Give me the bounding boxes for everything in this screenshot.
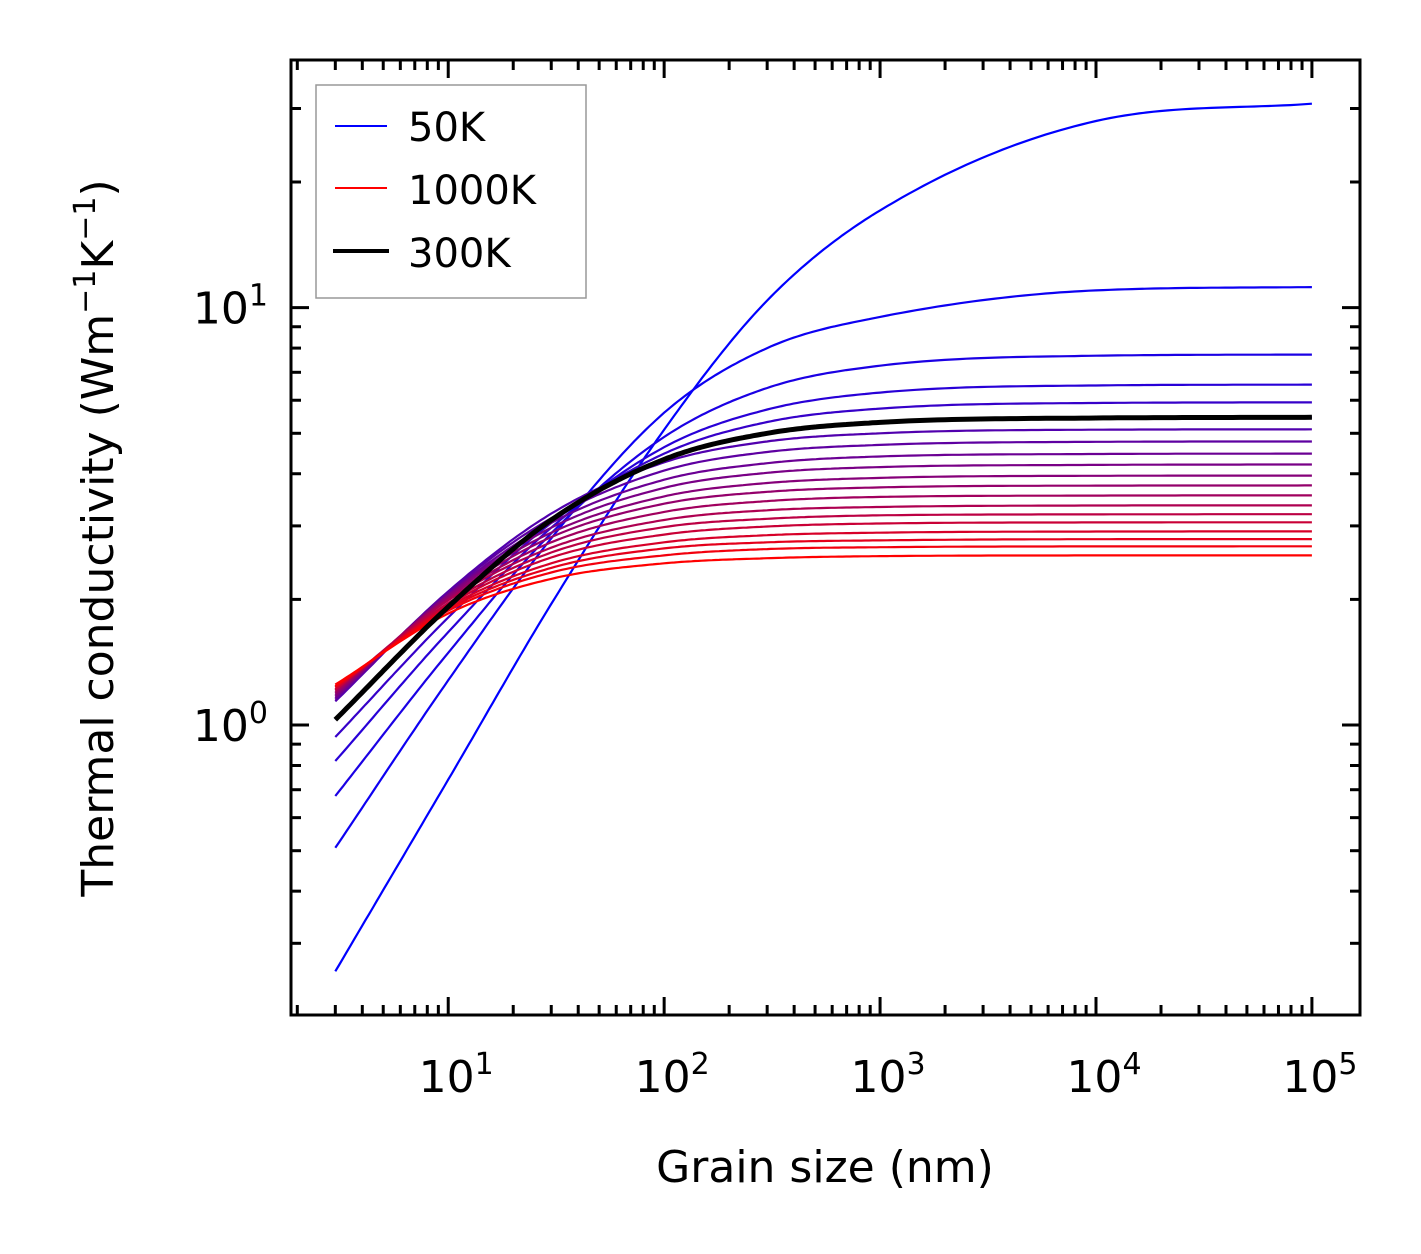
series-line-550k [334,474,1312,696]
y-tick-label: 100 [193,696,268,752]
x-tick-label: 101 [419,1047,494,1103]
series-line-500k [334,463,1312,698]
y-tick-label: 101 [193,279,268,335]
series-line-950k [334,545,1312,688]
series-line-150k [334,353,1312,797]
x-tick-label: 103 [851,1047,926,1103]
x-tick-labels: 101 102 103 104 105 [419,1047,1358,1103]
x-tick-label: 104 [1066,1047,1141,1103]
series-line-50k [334,102,1312,972]
plot-frame [289,58,1362,1017]
series-line-800k [334,521,1312,690]
series-line-900k [334,538,1312,688]
series-line-200k [334,383,1312,762]
legend-frame [315,84,587,299]
series-line-400k [334,440,1312,701]
series-line-highlight-300k [333,414,1312,722]
x-axis-label: Grain size (nm) [656,1142,994,1193]
x-tick-label: 102 [635,1047,710,1103]
series-line-1000k [334,554,1312,686]
legend: 50K 1000K 300K [315,84,587,299]
y-tick-labels: 100 101 [193,279,268,752]
legend-label-50k: 50K [408,105,487,151]
ticks-layer [291,60,1360,1015]
series-layer [333,102,1312,972]
x-tick-label: 105 [1282,1047,1357,1103]
series-line-450k [334,452,1312,699]
series-line-100k [334,286,1312,849]
series-line-600k [334,484,1312,695]
legend-label-300k: 300K [408,231,512,277]
legend-label-1000k: 1000K [408,168,538,214]
series-line-850k [334,530,1312,689]
y-axis-label: Thermal conductivity (Wm−1K−1) [68,179,124,897]
